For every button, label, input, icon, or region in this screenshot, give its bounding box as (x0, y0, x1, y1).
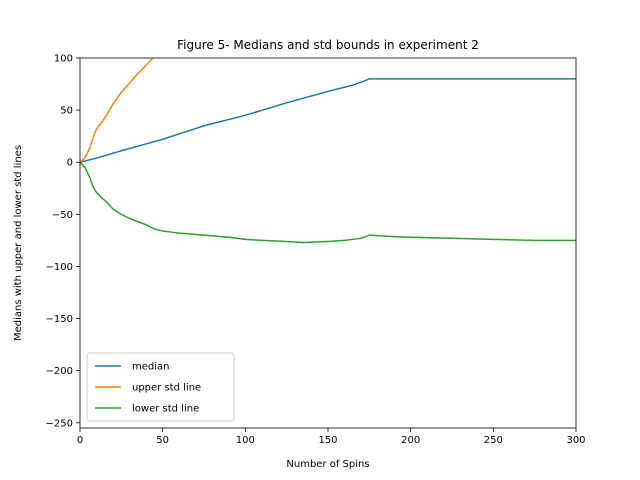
y-tick-label: −250 (46, 418, 73, 429)
x-tick-label: 50 (156, 435, 169, 446)
x-axis: 0 50 100 150 200 250 300 (77, 428, 586, 446)
y-tick-label: 0 (67, 158, 73, 169)
y-tick-label: −50 (52, 210, 73, 221)
y-tick-label: −100 (46, 262, 73, 273)
x-tick-label: 250 (484, 435, 503, 446)
y-tick-label: 50 (60, 106, 73, 117)
x-tick-label: 100 (236, 435, 255, 446)
legend-box (86, 352, 235, 422)
x-tick-label: 300 (566, 435, 585, 446)
x-axis-label: Number of Spins (286, 459, 369, 470)
series-line-lower-std-line (80, 161, 576, 244)
chart-title: Figure 5- Medians and std bounds in expe… (177, 38, 479, 52)
series-layer (80, 58, 576, 244)
x-tick-label: 0 (77, 435, 83, 446)
series-line-median (80, 78, 576, 163)
series-line-upper-std-line (80, 58, 154, 163)
y-axis: 100 50 0 −50 −100 −150 −200 −250 (46, 54, 80, 429)
y-tick-label: −150 (46, 314, 73, 325)
x-tick-label: 200 (401, 435, 420, 446)
x-tick-label: 150 (318, 435, 337, 446)
legend-label: lower std line (132, 404, 199, 415)
y-axis-label: Medians with upper and lower std lines (13, 145, 24, 341)
y-tick-label: −200 (46, 366, 73, 377)
legend-label: upper std line (132, 383, 201, 394)
legend: median upper std line lower std line (86, 352, 235, 422)
legend-label: median (132, 362, 170, 373)
y-tick-label: 100 (54, 54, 73, 65)
